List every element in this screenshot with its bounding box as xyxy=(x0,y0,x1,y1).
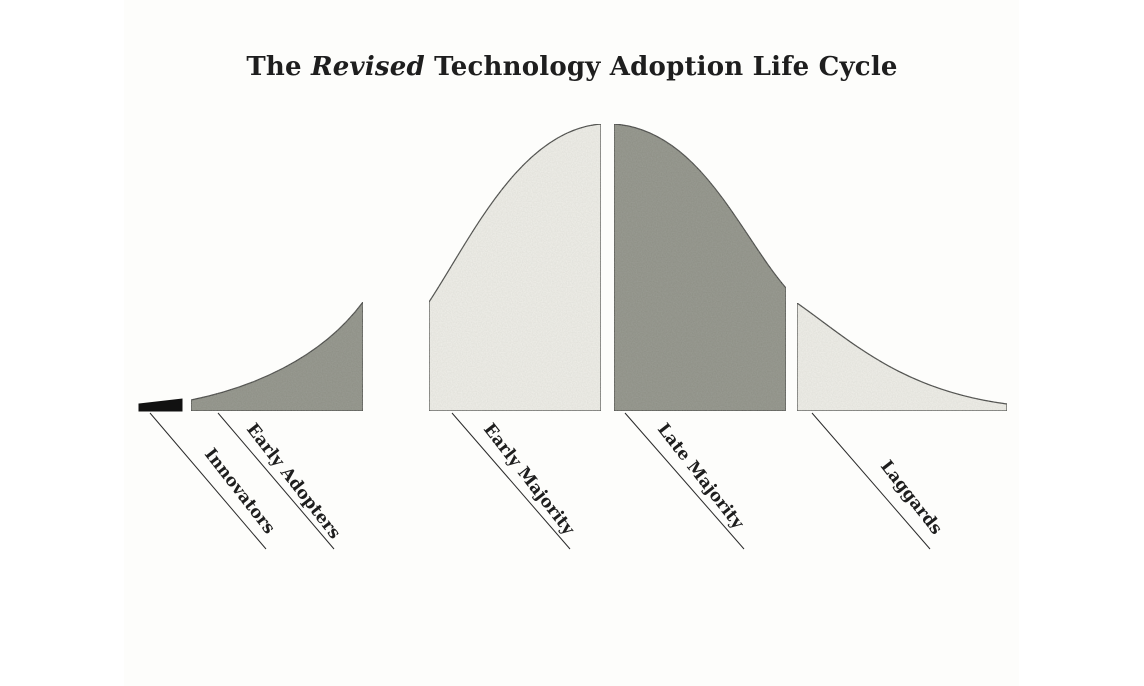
early-adopters-shape xyxy=(190,300,364,412)
early-majority-label: Early Majority xyxy=(479,420,579,540)
segment-early-adopters: Early Adopters xyxy=(190,300,364,550)
early-majority-leader-line xyxy=(451,412,571,550)
innovators-leader-line xyxy=(149,412,267,550)
laggards-leader-line xyxy=(811,412,931,550)
early-adopters-leader-line xyxy=(217,412,335,550)
late-majority-shape xyxy=(613,123,787,412)
segment-early-majority: Early Majority xyxy=(428,123,602,550)
laggards-label: Laggards xyxy=(876,457,946,539)
title-prefix: The xyxy=(246,52,311,82)
innovators-shape xyxy=(138,398,183,412)
laggards-shape xyxy=(796,301,1008,412)
late-majority-label: Late Majority xyxy=(653,420,748,534)
diagram-title: The Revised Technology Adoption Life Cyc… xyxy=(0,52,1144,82)
early-majority-shape xyxy=(428,123,602,412)
segment-laggards: Laggards xyxy=(796,301,1008,550)
title-emphasis: Revised xyxy=(311,52,425,82)
title-suffix: Technology Adoption Life Cycle xyxy=(424,52,898,82)
late-majority-leader-line xyxy=(624,412,745,550)
segment-late-majority: Late Majority xyxy=(613,123,787,550)
